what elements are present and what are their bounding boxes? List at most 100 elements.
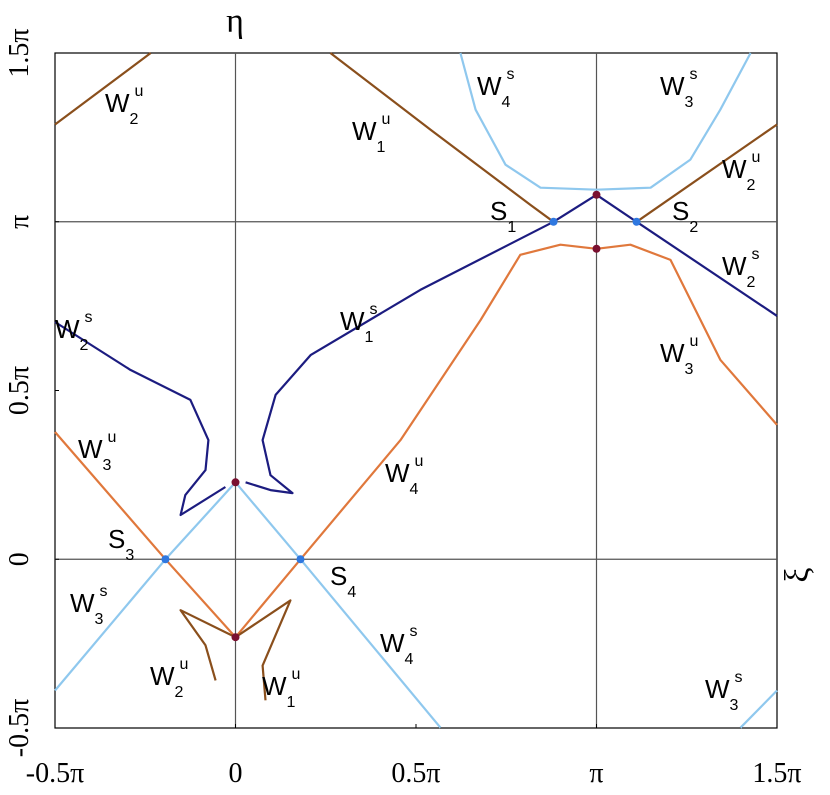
manifold-curve (459, 52, 597, 191)
annotation-text: W (477, 71, 502, 101)
annotation: W3 s (705, 669, 742, 714)
annotation: W3 s (70, 583, 107, 628)
annotation: W2 s (722, 246, 759, 291)
annotation-sup: u (134, 83, 143, 100)
annotation: W1 u (262, 666, 300, 711)
fixed-point (231, 633, 240, 642)
annotation-text: W (385, 458, 410, 488)
annotation-text: W (660, 338, 685, 368)
annotation-sub: 4 (347, 584, 356, 601)
annotation-sub: 3 (125, 547, 134, 564)
annotation: W2 u (150, 656, 188, 701)
annotation-sub: 2 (130, 111, 139, 128)
annotation-text: S (490, 196, 507, 226)
annotation: W1 u (352, 111, 390, 156)
annotation-text: S (108, 524, 125, 554)
manifold-curve (234, 599, 292, 701)
annotation-sub: 2 (80, 337, 89, 354)
annotation-sub: 4 (502, 94, 511, 111)
annotation-sub: 1 (365, 329, 374, 346)
annotation-sup: u (107, 429, 116, 446)
y-tick-label: 0.5π (4, 366, 35, 415)
manifold-curve (179, 609, 236, 681)
annotation-text: W (380, 628, 405, 658)
annotation-sub: 1 (377, 139, 386, 156)
annotation: W4 s (380, 623, 417, 668)
annotation: W2 u (722, 149, 760, 194)
manifold-curve (596, 243, 778, 426)
x-tick-label: 0 (229, 758, 243, 789)
manifold-curve (54, 321, 226, 517)
annotation-sup: u (291, 666, 300, 683)
annotation-sup: s (99, 583, 107, 600)
annotation: W2 s (55, 309, 92, 354)
annotation-sup: s (506, 66, 514, 83)
x-tick-label: 1.5π (752, 758, 801, 789)
annotation-sub: 2 (747, 177, 756, 194)
annotation-text: W (262, 671, 287, 701)
y-tick-label: π (4, 215, 35, 229)
annotation-sub: 1 (287, 694, 296, 711)
annotation-sub: 4 (410, 481, 419, 498)
annotation-sub: 3 (95, 611, 104, 628)
manifold-curve (54, 481, 442, 729)
fixed-point (231, 478, 240, 487)
annotation-text: W (55, 314, 80, 344)
x-tick-label: π (589, 758, 603, 789)
annotation-text: W (340, 306, 365, 336)
annotation-sup: u (689, 333, 698, 350)
annotation: W3 u (660, 333, 698, 378)
annotation-sup: u (414, 453, 423, 470)
annotation-sup: s (409, 623, 417, 640)
fixed-point (161, 555, 170, 564)
annotation-sup: u (381, 111, 390, 128)
annotation-sup: s (84, 309, 92, 326)
annotation-text: W (660, 71, 685, 101)
fixed-point (549, 217, 558, 226)
annotation-text: W (722, 251, 747, 281)
annotation-text: W (105, 88, 130, 118)
annotation-sup: s (734, 669, 742, 686)
annotation: W4 u (385, 453, 423, 498)
annotation-sup: s (751, 246, 759, 263)
manifold-curve (596, 52, 752, 191)
annotation-sub: 3 (730, 697, 739, 714)
annotation-text: W (70, 588, 95, 618)
annotation: W3 u (78, 429, 116, 474)
annotation-sub: 3 (685, 361, 694, 378)
annotation: W2 u (105, 83, 143, 128)
annotation-sub: 2 (747, 274, 756, 291)
manifold-curve (635, 123, 778, 223)
annotation-sup: s (369, 301, 377, 318)
annotation-text: W (352, 116, 377, 146)
y-axis-label: η (226, 3, 244, 40)
fixed-point (296, 555, 305, 564)
manifold-curve (54, 52, 152, 126)
annotation: S4 (330, 561, 356, 601)
annotation-sup: u (179, 656, 188, 673)
x-tick-label: -0.5π (26, 758, 84, 789)
annotation: S2 (672, 196, 698, 236)
annotation: W3 s (660, 66, 697, 111)
manifold-curve (234, 243, 597, 638)
fixed-point (592, 190, 601, 199)
manifold-curve (739, 689, 778, 729)
manifold-curve (245, 220, 555, 495)
annotation-text: W (78, 434, 103, 464)
annotation-text: S (672, 196, 689, 226)
fixed-point (592, 244, 601, 253)
x-axis-label: ξ (779, 567, 816, 582)
annotation-text: W (705, 674, 730, 704)
manifold-curve (329, 52, 555, 223)
y-tick-label: 0 (4, 552, 35, 566)
x-tick-label: 0.5π (391, 758, 440, 789)
manifold-curve (552, 193, 778, 317)
annotation: S1 (490, 196, 516, 236)
annotation-sub: 1 (507, 219, 516, 236)
annotation-sub: 3 (103, 457, 112, 474)
y-tick-label: -0.5π (4, 699, 35, 757)
annotation-sup: u (751, 149, 760, 166)
annotation: S3 (108, 524, 134, 564)
annotation-sup: s (689, 66, 697, 83)
